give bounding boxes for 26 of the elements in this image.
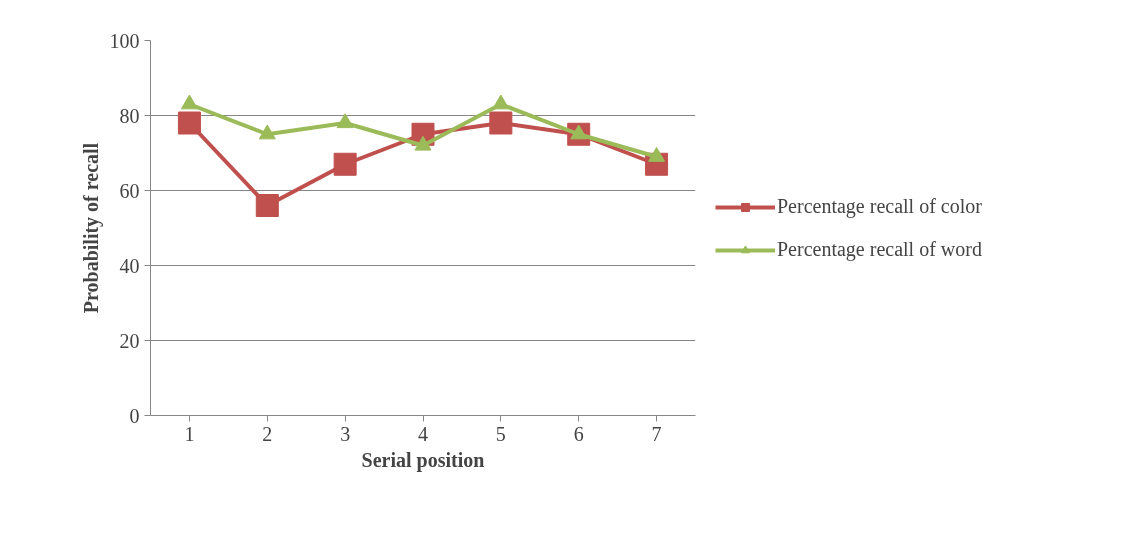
point — [180, 94, 198, 110]
x-tick-label: 2 — [262, 422, 273, 445]
y-tick-label: 100 — [109, 29, 140, 52]
y-tick-label: 40 — [119, 254, 140, 277]
point — [648, 147, 666, 162]
x-tick-label: 6 — [573, 422, 584, 445]
y-tick-label: 0 — [129, 404, 140, 427]
x-axis-title: Serial position — [361, 448, 485, 472]
point — [177, 111, 201, 135]
y-tick-label: 20 — [119, 329, 140, 352]
point — [492, 94, 510, 110]
point — [255, 194, 279, 217]
x-tick-label: 1 — [184, 422, 195, 445]
y-axis-title: Probability of recall — [79, 142, 103, 314]
legend-label: Percentage recall of color — [777, 195, 982, 218]
point — [336, 113, 354, 129]
y-tick-label: 80 — [119, 104, 140, 127]
point — [258, 124, 276, 140]
x-tick-label: 3 — [340, 422, 351, 445]
y-tick-label: 60 — [119, 179, 140, 202]
point — [333, 152, 357, 176]
point — [489, 111, 513, 135]
x-tick-label: 4 — [418, 422, 428, 445]
x-tick-label: 5 — [495, 422, 506, 445]
legend-label: Percentage recall of word — [777, 238, 982, 261]
x-tick-label: 7 — [651, 422, 662, 445]
